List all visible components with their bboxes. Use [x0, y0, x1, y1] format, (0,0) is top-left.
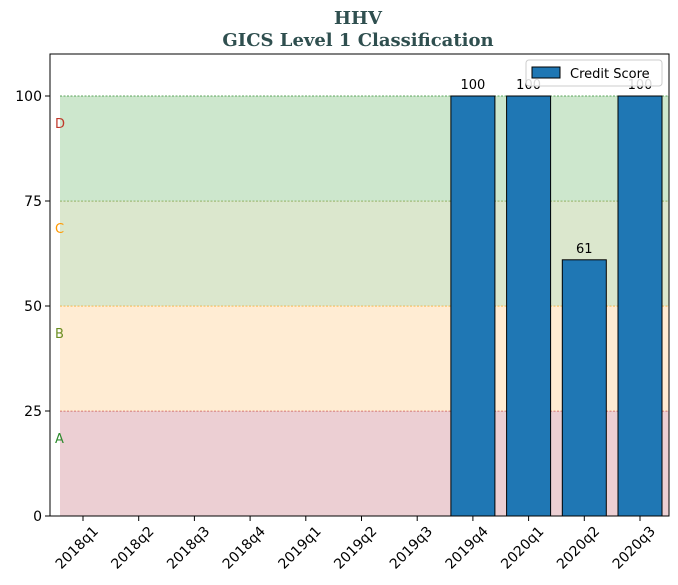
x-tick-label: 2019q2 [331, 524, 380, 573]
band-label-c: C [55, 222, 64, 237]
bar-2019q4 [450, 95, 496, 517]
y-tick-label: 25 [24, 404, 42, 420]
bar-2020q2 [561, 259, 607, 517]
bar-series [450, 95, 663, 517]
x-axis: 2018q1 2018q2 2018q3 2018q4 2019q1 2019q2 2019… [53, 516, 659, 573]
x-tick-label: 2020q3 [610, 524, 659, 573]
data-label-2019q4: 100 [460, 78, 485, 93]
x-tick-label: 2019q4 [443, 523, 492, 572]
legend-label: Credit Score [570, 67, 650, 82]
x-tick-label: 2018q2 [108, 524, 157, 573]
bar-2020q3 [617, 95, 663, 517]
band-label-b: B [55, 327, 64, 342]
data-label-2020q2: 61 [576, 242, 593, 257]
band-label-a: A [55, 432, 64, 447]
x-tick-label: 2018q3 [164, 524, 213, 573]
y-tick-label: 75 [24, 194, 42, 210]
chart-title: HHV [334, 8, 383, 29]
legend: Credit Score [525, 59, 663, 87]
x-tick-label: 2019q1 [276, 524, 325, 573]
x-tick-label: 2020q1 [498, 524, 547, 573]
x-tick-label: 2018q1 [53, 524, 102, 573]
y-tick-label: 100 [15, 89, 42, 105]
y-tick-label: 0 [33, 509, 42, 525]
y-axis: 0 25 50 75 100 [15, 89, 50, 525]
y-tick-label: 50 [24, 299, 42, 315]
x-tick-label: 2020q2 [554, 524, 603, 573]
legend-swatch [531, 66, 561, 79]
chart-subtitle: GICS Level 1 Classification [222, 30, 493, 51]
x-tick-label: 2018q4 [220, 523, 269, 572]
plot-frame [49, 53, 670, 517]
band-d [60, 96, 669, 201]
bar-2020q1 [506, 95, 552, 517]
x-tick-label: 2019q3 [387, 524, 436, 573]
band-label-d: D [55, 117, 65, 132]
